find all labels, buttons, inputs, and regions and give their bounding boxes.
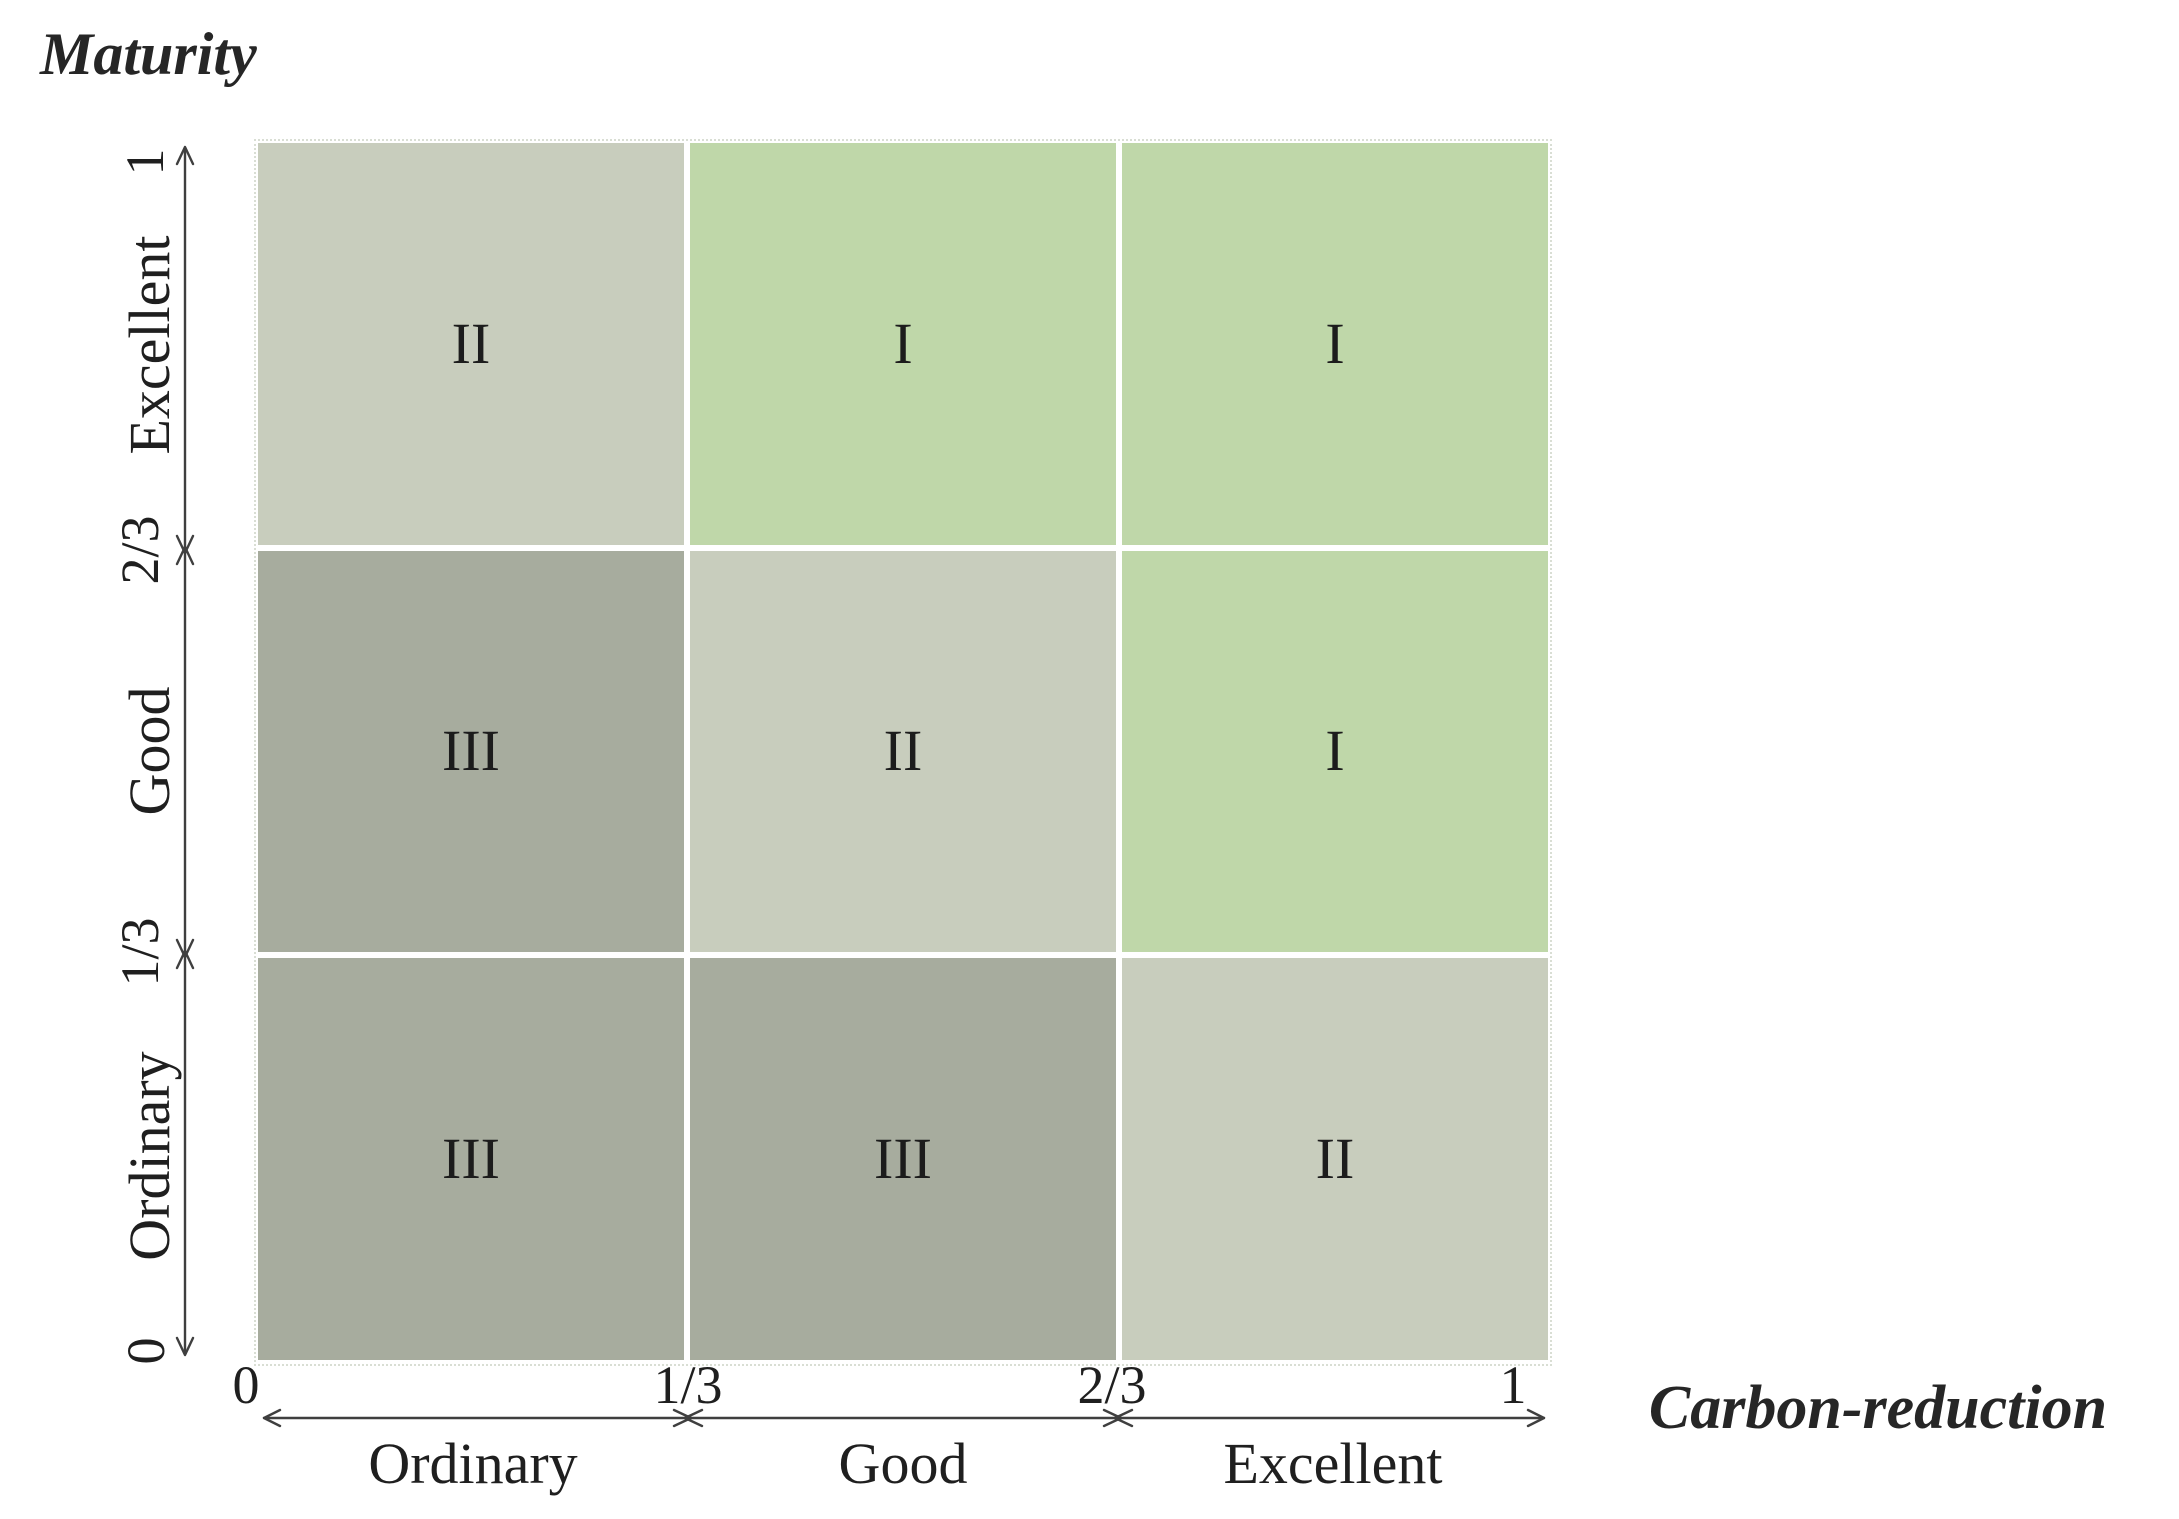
x-tick-0: 0: [232, 1355, 260, 1415]
x-arrow-tick2-left: [1113, 1408, 1134, 1428]
x-tick-1-3: 1/3: [653, 1355, 723, 1415]
x-arrow-tick2-right: [1102, 1408, 1123, 1428]
zone-label: I: [1325, 310, 1345, 376]
zone-label: III: [442, 718, 500, 784]
y-band-excellent: Excellent: [117, 235, 182, 455]
x-band-excellent: Excellent: [1223, 1431, 1443, 1496]
zone-label: I: [893, 310, 913, 376]
x-arrow-right: [1526, 1408, 1546, 1428]
zone-label: II: [1315, 1126, 1355, 1192]
zone-matrix: II I I III II I III III II: [258, 143, 1548, 1360]
zone-label: II: [451, 310, 491, 376]
y-arrow-bottom: [175, 1336, 195, 1357]
x-tick-2-3: 2/3: [1077, 1355, 1147, 1415]
x-arrow-tick1-right: [672, 1408, 693, 1428]
x-band-ordinary: Ordinary: [368, 1431, 578, 1496]
y-tick-0: 0: [116, 1337, 176, 1365]
y-band-good: Good: [117, 686, 182, 816]
y-arrow-tick2-up: [175, 949, 195, 970]
y-axis-title: Maturity: [40, 21, 257, 87]
x-arrow-tick1-left: [683, 1408, 704, 1428]
matrix-cell-r2c2: II: [1122, 958, 1548, 1360]
y-tick-2-3: 2/3: [110, 515, 170, 585]
y-arrow-tick2-down: [175, 938, 195, 959]
zone-label: I: [1325, 718, 1345, 784]
matrix-cell-r1c1: II: [690, 550, 1116, 953]
matrix-cell-r0c2: I: [1122, 143, 1548, 545]
zone-label: III: [442, 1126, 500, 1192]
y-arrow-tick1-down: [175, 534, 195, 555]
matrix-cell-r1c0: III: [258, 550, 684, 953]
x-axis-title: Carbon-reduction: [1648, 1374, 2108, 1442]
y-tick-1-3: 1/3: [110, 917, 170, 987]
matrix-cell-r0c0: II: [258, 143, 684, 545]
matrix-cell-r2c1: III: [690, 958, 1116, 1360]
matrix-cell-r0c1: I: [690, 143, 1116, 545]
y-band-ordinary: Ordinary: [117, 1051, 182, 1261]
y-arrow-top: [175, 145, 195, 166]
x-band-good: Good: [838, 1431, 968, 1496]
x-arrow-left: [262, 1408, 282, 1428]
plot-area-outline: [254, 139, 1552, 1366]
matrix-cell-r2c0: III: [258, 958, 684, 1360]
y-arrow-tick1-up: [175, 545, 195, 566]
x-tick-1: 1: [1499, 1355, 1527, 1415]
y-tick-1: 1: [115, 148, 175, 176]
matrix-cell-r1c2: I: [1122, 550, 1548, 953]
zone-label: III: [874, 1126, 932, 1192]
zone-label: II: [883, 718, 923, 784]
